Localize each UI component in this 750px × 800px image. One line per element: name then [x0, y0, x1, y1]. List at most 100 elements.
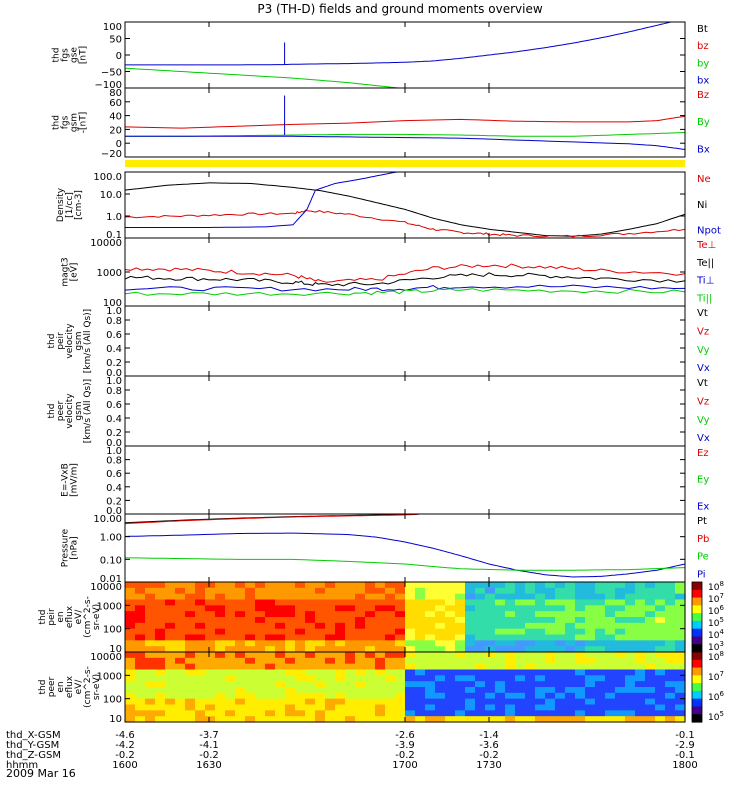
heatmap-cell	[385, 634, 396, 641]
heatmap-cell	[325, 652, 336, 659]
heatmap-cell	[295, 652, 306, 659]
heatmap-cell	[625, 587, 636, 595]
heatmap-cell	[135, 681, 146, 688]
heatmap-cell	[505, 634, 516, 641]
heatmap-cell	[565, 628, 576, 636]
heatmap-cell	[395, 652, 406, 659]
heatmap-cell	[155, 698, 166, 706]
heatmap-cell	[255, 657, 266, 665]
heatmap-cell	[585, 652, 596, 659]
heatmap-cell	[205, 605, 216, 612]
heatmap-cell	[205, 710, 216, 717]
heatmap-cell	[405, 634, 416, 641]
heatmap-cell	[475, 687, 486, 694]
heatmap-cell	[295, 669, 306, 676]
heatmap-cell	[285, 704, 296, 711]
heatmap-cell	[195, 646, 206, 653]
heatmap-cell	[545, 628, 556, 636]
heatmap-cell	[145, 704, 156, 711]
xaxis-row-value: -2.9	[675, 740, 695, 751]
heatmap-cell	[555, 704, 566, 711]
heatmap-cell	[665, 663, 676, 671]
y-axis-label: [mV/m]	[70, 463, 80, 497]
heatmap-cell	[315, 669, 326, 676]
heatmap-cell	[485, 669, 496, 676]
heatmap-cell	[235, 710, 246, 717]
heatmap-cell	[365, 698, 376, 706]
heatmap-cell	[615, 669, 626, 676]
heatmap-cell	[455, 611, 466, 618]
heatmap-cell	[215, 652, 226, 659]
heatmap-cell	[285, 675, 296, 682]
heatmap-cell	[675, 692, 686, 700]
heatmap-cell	[655, 692, 666, 700]
heatmap-cell	[645, 593, 656, 601]
colorbar-segment	[692, 582, 702, 591]
heatmap-cell	[225, 669, 236, 676]
heatmap-cell	[475, 582, 486, 589]
heatmap-cell	[425, 692, 436, 700]
heatmap-cell	[415, 669, 426, 676]
y-tick-label: 0.0	[106, 368, 122, 379]
heatmap-cell	[135, 622, 146, 630]
colorbar-segment	[692, 620, 702, 630]
heatmap-cell	[265, 622, 276, 630]
heatmap-cell	[535, 605, 546, 612]
heatmap-cell	[175, 698, 186, 706]
heatmap-cell	[265, 675, 276, 682]
heatmap-cell	[425, 582, 436, 589]
heatmap-cell	[615, 704, 626, 711]
heatmap-cell	[205, 646, 216, 653]
heatmap-cell	[505, 681, 516, 688]
heatmap-cell	[435, 640, 446, 647]
heatmap-cell	[155, 617, 166, 624]
heatmap-cell	[495, 716, 506, 723]
heatmap-cell	[285, 652, 296, 659]
heatmap-cell	[455, 628, 466, 636]
heatmap-cell	[675, 599, 686, 606]
heatmap-cell	[535, 593, 546, 601]
heatmap-cell	[125, 687, 136, 694]
heatmap-cell	[405, 611, 416, 618]
heatmap-cell	[325, 605, 336, 612]
heatmap-cell	[485, 675, 496, 682]
heatmap-cell	[335, 698, 346, 706]
heatmap-cell	[155, 640, 166, 647]
heatmap-cell	[455, 704, 466, 711]
heatmap-cell	[575, 593, 586, 601]
heatmap-cell	[455, 622, 466, 630]
heatmap-cell	[135, 599, 146, 606]
heatmap-cell	[645, 704, 656, 711]
y-axis-label: [cm-3]	[74, 190, 84, 220]
heatmap-cell	[145, 675, 156, 682]
legend-Vx: Vx	[697, 363, 710, 374]
xaxis-row-value: -4.2	[115, 740, 135, 751]
heatmap-cell	[625, 663, 636, 671]
heatmap-cell	[275, 657, 286, 665]
heatmap-cell	[265, 605, 276, 612]
heatmap-cell	[425, 611, 436, 618]
heatmap-cell	[165, 646, 176, 653]
heatmap-cell	[485, 599, 496, 606]
heatmap-cell	[505, 646, 516, 653]
heatmap-cell	[425, 710, 436, 717]
y-axis-label: E=-VxB	[61, 463, 71, 497]
heatmap-cell	[175, 628, 186, 636]
heatmap-cell	[125, 605, 136, 612]
heatmap-cell	[575, 646, 586, 653]
heatmap-cell	[505, 593, 516, 601]
heatmap-cell	[665, 669, 676, 676]
heatmap-cell	[225, 593, 236, 601]
heatmap-cell	[585, 681, 596, 688]
heatmap-cell	[645, 640, 656, 647]
legend-Ne: Ne	[697, 174, 711, 185]
heatmap-cell	[275, 692, 286, 700]
heatmap-cell	[295, 587, 306, 595]
heatmap-cell	[635, 605, 646, 612]
heatmap-cell	[125, 611, 136, 618]
heatmap-cell	[435, 582, 446, 589]
heatmap-cell	[335, 587, 346, 595]
heatmap-cell	[195, 605, 206, 612]
